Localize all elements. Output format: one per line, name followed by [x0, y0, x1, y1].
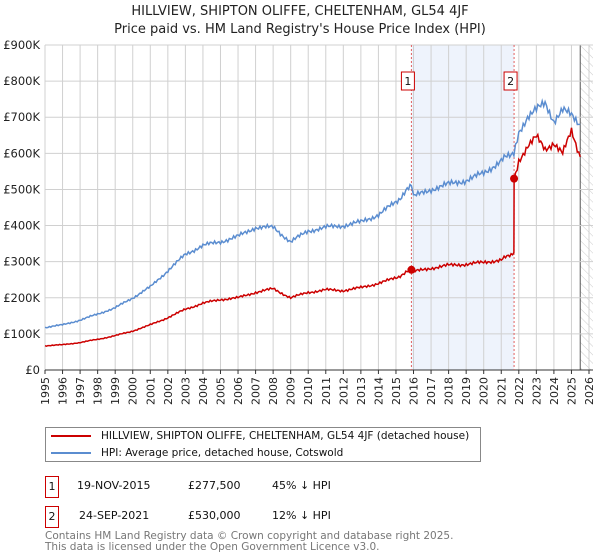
- x-tick-label: 2007: [250, 377, 263, 405]
- x-tick-label: 2020: [478, 377, 491, 405]
- sale-point: [510, 174, 519, 183]
- series-line-property: [44, 127, 581, 348]
- highlight-region: [411, 45, 515, 370]
- x-tick-label: 1995: [39, 377, 52, 405]
- x-tick-label: 2010: [302, 377, 315, 405]
- x-tick-label: 2000: [127, 377, 140, 405]
- legend: HILLVIEW, SHIPTON OLIFFE, CHELTENHAM, GL…: [45, 427, 481, 462]
- x-tick-label: 2025: [565, 377, 578, 405]
- plot-area: 1995 1996 1997 1998 1999 2000 2001 2002 2003 2004…: [3, 38, 596, 405]
- annotation-label: 2: [507, 75, 514, 88]
- transaction-price: £277,500: [188, 479, 241, 492]
- transaction-badge: 2: [45, 506, 59, 528]
- forecast-hatch: [580, 45, 593, 370]
- y-tick-label: £800K: [3, 74, 40, 88]
- sale-point: [407, 265, 416, 274]
- chart-subtitle: Price paid vs. HM Land Registry's House …: [114, 22, 486, 37]
- transaction-hpi: 12% ↓ HPI: [272, 509, 331, 522]
- x-tick-label: 2005: [214, 377, 227, 405]
- x-tick-label: 2022: [513, 377, 526, 405]
- x-tick-label: 1996: [57, 377, 70, 405]
- annotation-badge: [503, 71, 518, 91]
- x-tick-label: 1999: [109, 377, 122, 405]
- x-tick-label: 2021: [495, 377, 508, 405]
- x-tick-label: 2013: [355, 377, 368, 405]
- transaction-date: 19-NOV-2015: [77, 479, 151, 492]
- x-tick-label: 2023: [530, 377, 543, 405]
- annotation-label: 1: [404, 75, 411, 88]
- y-tick-label: £300K: [3, 255, 40, 269]
- footer: Contains HM Land Registry data © Crown c…: [45, 531, 453, 553]
- x-tick-label: 2024: [548, 377, 561, 405]
- y-tick-label: £100K: [3, 327, 40, 341]
- x-tick-label: 2004: [197, 377, 210, 405]
- legend-swatch: [51, 435, 91, 437]
- transaction-price: £530,000: [188, 509, 241, 522]
- annotation-badge: [400, 71, 415, 91]
- chart-title: HILLVIEW, SHIPTON OLIFFE, CHELTENHAM, GL…: [131, 4, 469, 19]
- x-tick-label: 2017: [425, 377, 438, 405]
- y-tick-label: £400K: [3, 219, 40, 233]
- x-tick-label: 2011: [320, 377, 333, 405]
- y-tick-label: £700K: [3, 110, 40, 124]
- y-tick-label: £900K: [3, 38, 40, 52]
- x-tick-label: 2019: [460, 377, 473, 405]
- x-tick-label: 2002: [162, 377, 175, 405]
- legend-label: HILLVIEW, SHIPTON OLIFFE, CHELTENHAM, GL…: [101, 430, 470, 442]
- x-tick-label: 2018: [443, 377, 456, 405]
- x-tick-label: 2008: [267, 377, 280, 405]
- y-tick-label: £500K: [3, 182, 40, 196]
- x-tick-label: 2009: [285, 377, 298, 405]
- y-tick-label: £0: [25, 363, 40, 377]
- x-tick-label: 2006: [232, 377, 245, 405]
- x-tick-label: 2016: [408, 377, 421, 405]
- y-tick-label: £200K: [3, 291, 40, 305]
- x-tick-label: 2015: [390, 377, 403, 405]
- footer-line: Contains HM Land Registry data © Crown c…: [45, 530, 454, 542]
- legend-label: HPI: Average price, detached house, Cots…: [101, 447, 344, 459]
- x-tick-label: 1997: [74, 377, 87, 405]
- legend-item-hpi: HPI: Average price, detached house, Cots…: [51, 445, 343, 461]
- legend-item-property: HILLVIEW, SHIPTON OLIFFE, CHELTENHAM, GL…: [51, 428, 469, 444]
- transaction-date: 24-SEP-2021: [79, 509, 150, 522]
- x-tick-label: 2001: [144, 377, 157, 405]
- x-tick-label: 2014: [372, 377, 385, 405]
- x-tick-label: 2026: [583, 377, 596, 405]
- x-tick-label: 2003: [179, 377, 192, 405]
- y-tick-label: £600K: [3, 146, 40, 160]
- x-tick-label: 2012: [337, 377, 350, 405]
- legend-swatch: [51, 452, 91, 454]
- transaction-badge: 1: [45, 476, 59, 498]
- transaction-hpi: 45% ↓ HPI: [272, 479, 331, 492]
- x-tick-label: 1998: [92, 377, 105, 405]
- footer-line: This data is licensed under the Open Gov…: [45, 541, 380, 553]
- series-line-hpi: [44, 98, 581, 329]
